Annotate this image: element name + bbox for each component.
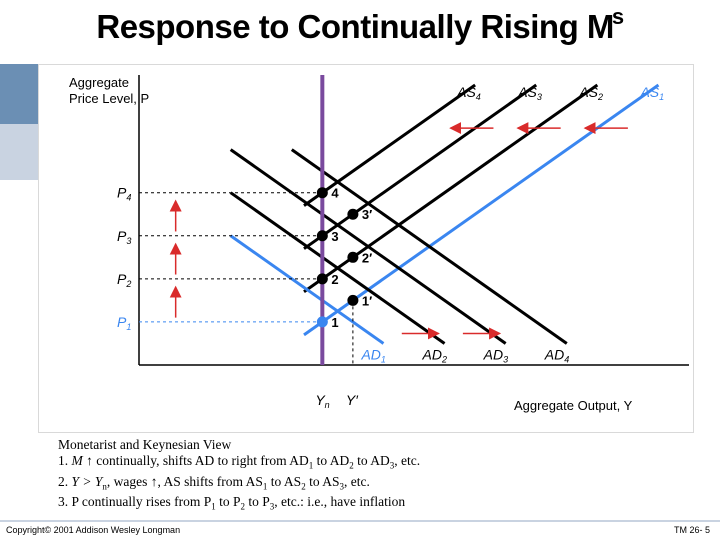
ad-curve-3 (229, 148, 507, 345)
notes-heading: Monetarist and Keynesian View (58, 437, 232, 452)
as-label-4: AS4 (456, 84, 481, 102)
as-label-1: AS1 (639, 84, 664, 102)
equilibrium-point-7 (347, 208, 359, 220)
y-tick-label-3: P3 (117, 228, 131, 246)
equilibrium-point-5 (347, 294, 359, 306)
side-decoration-top (0, 64, 38, 124)
point-label-7: 3′ (362, 207, 372, 222)
point-label-3: 3 (331, 229, 338, 244)
as-curve-4 (303, 83, 476, 207)
equilibrium-point-2 (316, 273, 328, 285)
ad-label-3: AD3 (483, 346, 508, 364)
slide-title: Response to Continually Rising Ms (96, 4, 624, 45)
ad-curve-2 (229, 191, 446, 345)
equilibrium-point-4 (316, 187, 328, 199)
footer-divider (0, 520, 720, 522)
title-superscript: s (611, 4, 624, 29)
notes-box: Monetarist and Keynesian View 1. M ↑ con… (58, 437, 693, 519)
point-label-4: 4 (331, 186, 339, 201)
ad-label-1: AD1 (360, 346, 385, 364)
equilibrium-point-1 (316, 316, 328, 328)
equilibrium-point-3 (316, 230, 328, 242)
copyright-text: Copyright© 2001 Addison Wesley Longman (6, 525, 181, 535)
point-label-5: 1′ (362, 293, 372, 308)
point-label-6: 2′ (362, 250, 372, 265)
equilibrium-point-6 (347, 251, 359, 263)
ad-label-4: AD4 (544, 346, 569, 364)
notes-line-3: 3. P continually rises from P1 to P2 to … (58, 494, 406, 513)
x-tick-label-1: Yn (315, 392, 329, 410)
notes-line-1: 1. M ↑ continually, shifts AD to right f… (58, 453, 421, 471)
notes-line-2: 2. Y > Yn, wages ↑, AS shifts from AS1 t… (58, 473, 370, 492)
y-axis-label: Aggregate (69, 75, 129, 90)
slide-number: TM 26- 5 (673, 525, 710, 535)
side-decoration-bottom (0, 124, 38, 180)
as-label-2: AS2 (578, 84, 603, 102)
as-curve-3 (303, 83, 538, 250)
ad-curve-4 (290, 148, 568, 345)
as-label-3: AS3 (517, 84, 542, 102)
y-axis-label-2: Price Level, P (69, 91, 149, 106)
x-axis-label: Aggregate Output, Y (514, 398, 633, 413)
point-label-1: 1 (331, 315, 338, 330)
ad-curve-1 (229, 234, 385, 345)
as-curve-1 (303, 83, 660, 337)
x-tick-label-2: Y′ (346, 392, 359, 408)
ad-label-2: AD2 (422, 346, 447, 364)
y-tick-label-1: P1 (117, 314, 131, 332)
chart-panel: Aggregate Price Level, P Aggregate Output,… (38, 64, 694, 433)
point-label-2: 2 (331, 272, 338, 287)
y-tick-label-4: P4 (117, 185, 131, 203)
y-tick-label-2: P2 (117, 271, 131, 289)
